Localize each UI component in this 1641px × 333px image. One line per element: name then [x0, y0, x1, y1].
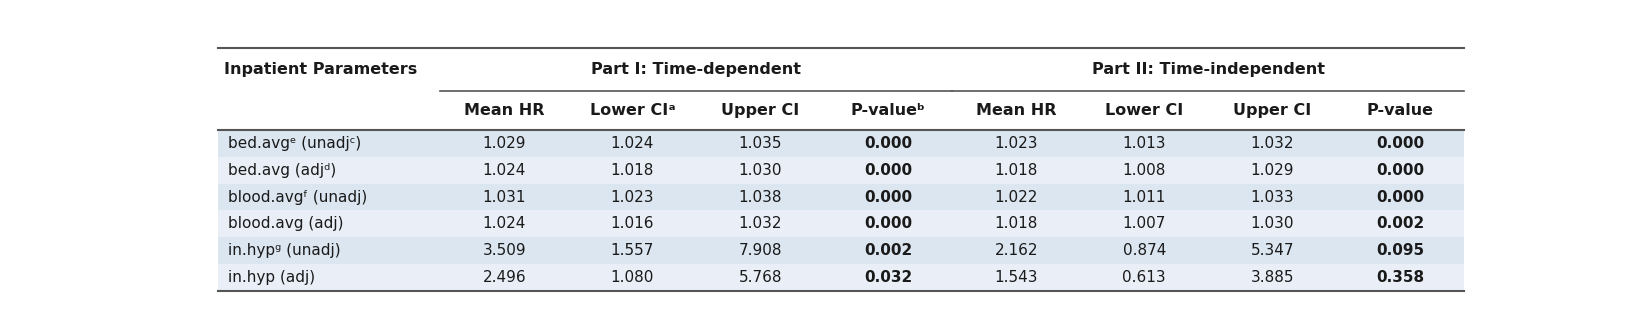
Text: 1.029: 1.029 [1250, 163, 1295, 177]
Text: 0.000: 0.000 [1377, 136, 1424, 151]
Text: 1.018: 1.018 [610, 163, 655, 177]
Text: 1.024: 1.024 [610, 136, 655, 151]
Text: 0.613: 0.613 [1122, 270, 1167, 285]
Text: bed.avg (adjᵈ): bed.avg (adjᵈ) [228, 163, 336, 177]
Text: 0.000: 0.000 [865, 216, 912, 231]
Text: 0.032: 0.032 [865, 270, 912, 285]
Text: 1.557: 1.557 [610, 243, 655, 258]
Text: 1.080: 1.080 [610, 270, 655, 285]
Text: 1.032: 1.032 [738, 216, 783, 231]
Text: 5.768: 5.768 [738, 270, 783, 285]
Text: 1.543: 1.543 [994, 270, 1039, 285]
Text: 5.347: 5.347 [1250, 243, 1295, 258]
Text: in.hyp (adj): in.hyp (adj) [228, 270, 315, 285]
Text: 0.000: 0.000 [865, 163, 912, 177]
Text: 1.033: 1.033 [1250, 189, 1295, 204]
Text: 1.018: 1.018 [994, 163, 1039, 177]
Text: 1.032: 1.032 [1250, 136, 1295, 151]
Text: bed.avgᵉ (unadjᶜ): bed.avgᵉ (unadjᶜ) [228, 136, 361, 151]
Text: Mean HR: Mean HR [464, 103, 545, 118]
Text: 3.509: 3.509 [482, 243, 527, 258]
Text: 0.000: 0.000 [1377, 189, 1424, 204]
Text: 1.038: 1.038 [738, 189, 783, 204]
Text: 1.030: 1.030 [1250, 216, 1295, 231]
Text: 0.002: 0.002 [1377, 216, 1424, 231]
Text: P-valueᵇ: P-valueᵇ [852, 103, 926, 118]
Text: 1.035: 1.035 [738, 136, 783, 151]
Text: Part II: Time-independent: Part II: Time-independent [1091, 62, 1324, 77]
Text: 0.358: 0.358 [1377, 270, 1424, 285]
Text: 0.874: 0.874 [1122, 243, 1167, 258]
Text: Lower CIᵃ: Lower CIᵃ [589, 103, 674, 118]
Text: Upper CI: Upper CI [720, 103, 799, 118]
Text: Lower CI: Lower CI [1104, 103, 1183, 118]
Text: 0.000: 0.000 [1377, 163, 1424, 177]
Text: blood.avgᶠ (unadj): blood.avgᶠ (unadj) [228, 189, 368, 204]
Text: 2.496: 2.496 [482, 270, 527, 285]
Text: 1.023: 1.023 [994, 136, 1039, 151]
Text: Inpatient Parameters: Inpatient Parameters [225, 62, 417, 77]
Text: 1.016: 1.016 [610, 216, 655, 231]
Text: 0.002: 0.002 [865, 243, 912, 258]
Text: 0.000: 0.000 [865, 189, 912, 204]
Text: 1.013: 1.013 [1122, 136, 1167, 151]
Text: Part I: Time-dependent: Part I: Time-dependent [591, 62, 801, 77]
Text: 0.000: 0.000 [865, 136, 912, 151]
Text: 1.031: 1.031 [482, 189, 527, 204]
Text: 1.007: 1.007 [1122, 216, 1167, 231]
Text: 1.030: 1.030 [738, 163, 783, 177]
Bar [218, 183, 1464, 210]
Bar [218, 237, 1464, 264]
Text: 1.008: 1.008 [1122, 163, 1167, 177]
Text: Mean HR: Mean HR [976, 103, 1057, 118]
Text: P-value: P-value [1367, 103, 1434, 118]
Bar [218, 210, 1464, 237]
Text: 0.095: 0.095 [1377, 243, 1424, 258]
Text: 1.023: 1.023 [610, 189, 655, 204]
Bar [218, 157, 1464, 183]
Bar [218, 264, 1464, 291]
Text: 3.885: 3.885 [1250, 270, 1295, 285]
Text: 1.024: 1.024 [482, 163, 527, 177]
Bar [218, 130, 1464, 157]
Text: 1.022: 1.022 [994, 189, 1039, 204]
Text: Upper CI: Upper CI [1232, 103, 1311, 118]
Text: blood.avg (adj): blood.avg (adj) [228, 216, 343, 231]
Text: in.hypᵍ (unadj): in.hypᵍ (unadj) [228, 243, 341, 258]
Text: 1.024: 1.024 [482, 216, 527, 231]
Text: 7.908: 7.908 [738, 243, 783, 258]
Text: 1.018: 1.018 [994, 216, 1039, 231]
Text: 1.011: 1.011 [1122, 189, 1167, 204]
Text: 1.029: 1.029 [482, 136, 527, 151]
Text: 2.162: 2.162 [994, 243, 1039, 258]
